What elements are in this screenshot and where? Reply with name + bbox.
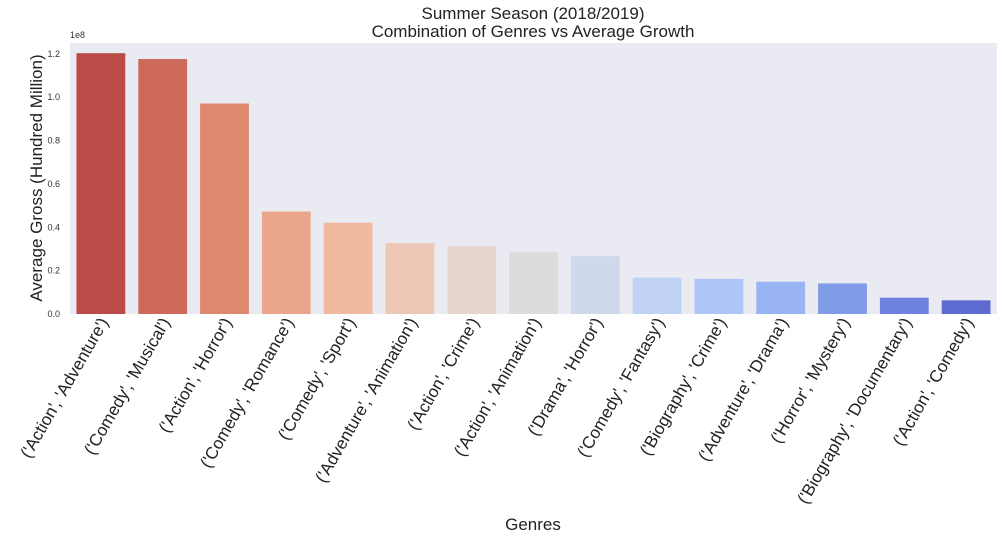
bar-0 — [76, 53, 126, 314]
y-tick-label-0: 0.0 — [47, 309, 60, 319]
bar-12 — [818, 283, 867, 314]
x-tick-labels: ('Action', 'Adventure')('Comedy', 'Music… — [17, 315, 978, 508]
y-tick-label-6: 1.2 — [47, 49, 60, 59]
bar-9 — [632, 277, 682, 314]
bar-8 — [570, 256, 620, 314]
bar-4 — [323, 222, 373, 314]
bar-1 — [138, 59, 188, 314]
bar-14 — [941, 300, 991, 314]
bar-11 — [756, 281, 806, 314]
y-axis-label: Average Gross (Hundred Million) — [27, 54, 46, 301]
y-tick-label-2: 0.4 — [47, 222, 60, 232]
bars-group — [76, 53, 991, 314]
bar-6 — [447, 245, 497, 314]
bar-7 — [509, 252, 558, 314]
y-tick-labels: 0.0 0.2 0.4 0.6 0.8 1.0 1.2 — [47, 49, 60, 319]
y-tick-label-5: 1.0 — [47, 92, 60, 102]
bar-2 — [200, 103, 249, 314]
x-tick-label-13: ('Biography', 'Documentary') — [794, 315, 916, 508]
bar-3 — [261, 211, 311, 314]
y-tick-label-1: 0.2 — [47, 266, 60, 276]
bar-13 — [879, 297, 929, 314]
bar-10 — [694, 278, 744, 314]
x-axis-label: Genres — [505, 515, 561, 534]
chart-title: Summer Season (2018/2019) — [421, 4, 644, 23]
y-tick-label-3: 0.6 — [47, 179, 60, 189]
bar-5 — [385, 243, 435, 314]
y-offset-text: 1e8 — [70, 30, 85, 40]
y-tick-label-4: 0.8 — [47, 136, 60, 146]
chart-subtitle: Combination of Genres vs Average Growth — [372, 22, 695, 41]
